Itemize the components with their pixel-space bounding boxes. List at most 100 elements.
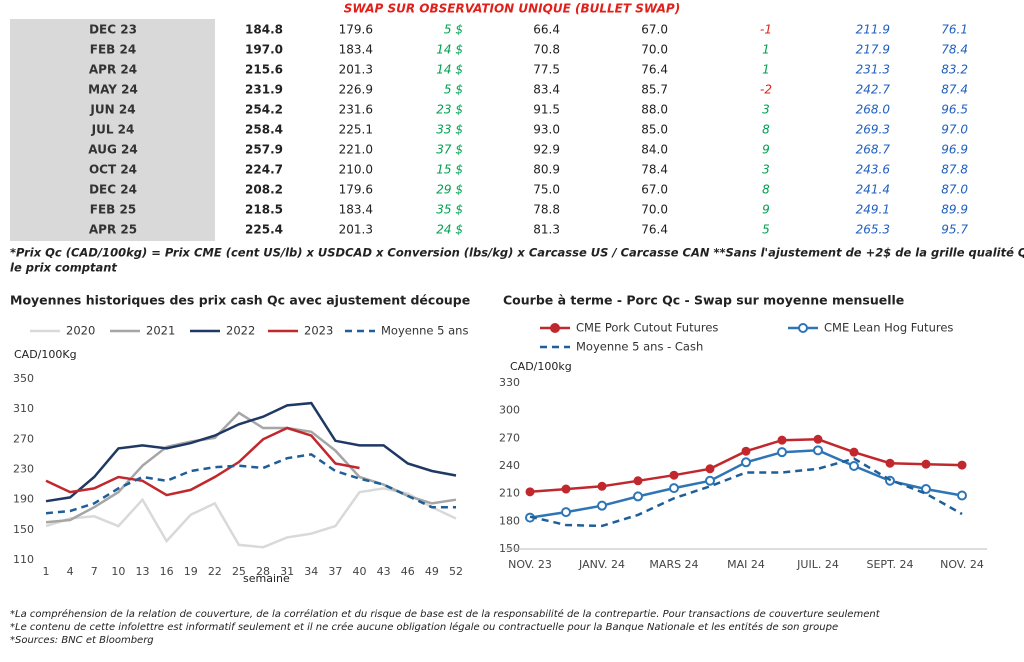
table-cell: APR 25 xyxy=(89,223,137,237)
table-cell: 14 $ xyxy=(436,63,463,77)
table-cell: DEC 24 xyxy=(89,183,137,197)
table-cell: 70.0 xyxy=(641,43,668,57)
table-cell: 197.0 xyxy=(245,43,283,57)
table-cell: 268.7 xyxy=(856,143,891,157)
table-cell: 231.3 xyxy=(856,63,890,77)
table-cell: 1 xyxy=(762,63,770,77)
table-cell: 5 xyxy=(762,223,770,237)
table-cell: 183.4 xyxy=(339,203,373,217)
legend-marker xyxy=(550,323,560,333)
legend-label: 2023 xyxy=(304,324,333,338)
table-cell: 97.0 xyxy=(941,123,968,137)
table-cell: -1 xyxy=(760,23,772,37)
table-cell: 85.7 xyxy=(641,83,668,97)
x-tick-label: JUIL. 24 xyxy=(796,558,839,571)
table-cell: 75.0 xyxy=(533,183,560,197)
table-cell: 91.5 xyxy=(533,103,560,117)
series-line xyxy=(45,453,456,515)
table-cell: 78.4 xyxy=(941,43,968,57)
y-tick-label: 330 xyxy=(499,376,520,389)
table-cell: 70.8 xyxy=(533,43,560,57)
table-cell: 87.4 xyxy=(941,83,968,97)
y-axis-label: CAD/100Kg xyxy=(14,348,77,361)
y-axis-label: CAD/100kg xyxy=(510,360,572,373)
x-tick-label: 19 xyxy=(184,565,198,578)
legend-label: 2022 xyxy=(226,324,255,338)
marker xyxy=(849,447,859,457)
table-cell: 268.0 xyxy=(856,103,891,117)
table-cell: 5 $ xyxy=(444,83,463,97)
marker xyxy=(561,507,571,518)
table-cell: 9 xyxy=(762,203,770,217)
table-cell: MAY 24 xyxy=(88,83,138,97)
table-cell: 231.6 xyxy=(339,103,373,117)
chart-title: Moyennes historiques des prix cash Qc av… xyxy=(10,293,470,308)
marker xyxy=(813,434,823,444)
table-cell: 67.0 xyxy=(641,23,668,37)
x-tick-label: 49 xyxy=(425,565,439,578)
series-line xyxy=(45,487,457,549)
table-cell: 269.3 xyxy=(856,123,890,137)
x-tick-label: 13 xyxy=(135,565,149,578)
footnote: *Le contenu de cette infolettre est info… xyxy=(10,621,838,633)
table-cell: 88.0 xyxy=(641,103,668,117)
x-tick-label: 16 xyxy=(160,565,174,578)
marker xyxy=(921,459,931,469)
marker xyxy=(669,483,679,494)
x-tick-label: 40 xyxy=(353,565,367,578)
table-cell: 265.3 xyxy=(856,223,890,237)
table-cell: 210.0 xyxy=(339,163,373,177)
y-tick-label: 350 xyxy=(13,372,34,385)
table-cell: 218.5 xyxy=(245,203,283,217)
footnote: *Sources: BNC et Bloomberg xyxy=(10,635,154,646)
x-tick-label: 7 xyxy=(91,565,98,578)
first-column-bg xyxy=(10,19,215,241)
series-line xyxy=(529,457,963,528)
legend-label: 2020 xyxy=(66,324,95,338)
table-cell: 254.2 xyxy=(245,103,283,117)
x-tick-label: 22 xyxy=(208,565,222,578)
table-cell: FEB 25 xyxy=(90,203,136,217)
table-cell: FEB 24 xyxy=(90,43,136,57)
legend-label: Moyenne 5 ans - Cash xyxy=(576,340,703,354)
marker xyxy=(957,460,967,470)
x-tick-label: MAI 24 xyxy=(727,558,765,571)
marker xyxy=(813,445,823,456)
x-tick-label: 28 xyxy=(256,565,270,578)
y-tick-label: 300 xyxy=(499,404,520,417)
x-axis-label: semaine xyxy=(243,572,290,585)
marker xyxy=(705,464,715,474)
x-tick-label: 43 xyxy=(377,565,391,578)
table-cell: 84.0 xyxy=(641,143,668,157)
series-line xyxy=(45,401,457,503)
table-cell: 24 $ xyxy=(436,223,463,237)
marker xyxy=(849,461,859,471)
table-cell: 224.7 xyxy=(245,163,283,177)
table-cell: 208.2 xyxy=(245,183,283,197)
y-tick-label: 210 xyxy=(499,487,520,500)
marker xyxy=(525,487,535,497)
marker xyxy=(921,484,931,495)
marker xyxy=(597,500,607,511)
y-tick-label: 230 xyxy=(13,463,34,476)
footnote: *La compréhension de la relation de couv… xyxy=(10,608,881,620)
series-line xyxy=(45,426,360,497)
table-cell: 258.4 xyxy=(245,123,283,137)
table-cell: 96.5 xyxy=(941,103,968,117)
x-tick-label: 4 xyxy=(67,565,74,578)
table-cell: 83.2 xyxy=(941,63,968,77)
table-cell: 8 xyxy=(762,183,770,197)
marker xyxy=(885,458,895,468)
note: *Prix Qc (CAD/100kg) = Prix CME (cent US… xyxy=(10,246,1024,260)
table-cell: 211.9 xyxy=(856,23,890,37)
table-cell: 243.6 xyxy=(856,163,891,177)
table-cell: 87.8 xyxy=(941,163,968,177)
note: le prix comptant xyxy=(10,261,117,275)
table-cell: 201.3 xyxy=(339,63,373,77)
y-tick-label: 150 xyxy=(13,523,34,536)
marker xyxy=(633,491,643,502)
table-cell: 29 $ xyxy=(436,183,463,197)
y-tick-label: 240 xyxy=(499,459,520,472)
table-cell: 179.6 xyxy=(339,23,373,37)
marker xyxy=(741,446,751,456)
